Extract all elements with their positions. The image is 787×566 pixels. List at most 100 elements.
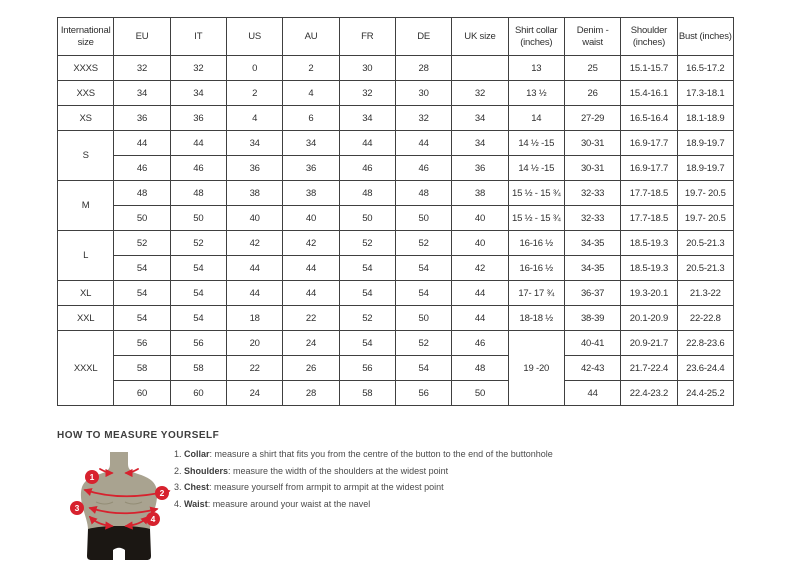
table-cell: 46 — [451, 330, 509, 356]
table-cell: 52 — [113, 230, 171, 256]
table-cell: 4 — [225, 105, 284, 131]
torso-shape — [80, 452, 158, 535]
table-cell: 2 — [282, 55, 340, 81]
chest-arrow — [88, 506, 159, 515]
table-cell: 24.4-25.2 — [676, 380, 735, 406]
table-cell: 14 — [507, 105, 565, 131]
table-cell: 14 ½ -15 — [507, 155, 565, 181]
measure-step: 4. Waist: measure around your waist at t… — [174, 498, 371, 509]
table-row: XXXL 56 56 20 24 54 52 46 19 -20 40-41 20.9-21.7 22… — [56, 330, 735, 406]
table-cell: 36 — [282, 155, 340, 181]
table-cell: 16.5-16.4 — [620, 105, 678, 131]
table-cell: S — [56, 130, 115, 181]
mannequin-illustration: 1 2 3 4 — [70, 452, 171, 560]
table-cell: 48 — [113, 180, 171, 206]
table-cell: 50 — [113, 205, 171, 231]
table-cell: 20.5-21.3 — [676, 230, 735, 256]
table-cell: 54 — [169, 280, 227, 306]
table-cell: 16-16 ½ — [507, 255, 565, 281]
table-row: 50 50 40 40 50 50 40 15 ½ - 15 ¾ 32-33 17.7-18.5 1… — [58, 205, 735, 231]
table-cell: 50 — [451, 380, 509, 406]
table-cell: 48 — [169, 180, 227, 206]
table-row: XL 54 54 44 44 54 54 44 17- 17 ¾ 36-37 19.3-20.1 21… — [56, 280, 735, 306]
table-cell: 26 — [563, 80, 622, 106]
table-cell: 56 — [169, 330, 227, 356]
table-cell: 52 — [394, 230, 453, 256]
table-cell: 46 — [169, 155, 227, 181]
svg-text:4: 4 — [151, 514, 156, 524]
table-cell: 44 — [563, 380, 622, 406]
table-cell: 40-41 — [563, 330, 622, 356]
table-row: XS 36 36 4 6 34 32 34 14 27-29 16.5-16.4 18.1-18.9 — [56, 105, 735, 131]
table-cell: 34 — [338, 105, 396, 131]
table-cell: 54 — [338, 280, 396, 306]
waist-arrow — [88, 515, 114, 530]
measure-badge-collar: 1 — [85, 470, 99, 484]
table-cell: 60 — [113, 380, 171, 406]
table-row: M 48 48 38 38 48 48 38 15 ½ - 15 ¾ 32-33 17.7-18.5… — [56, 180, 735, 231]
header-cell: Denim - waist — [563, 17, 622, 56]
table-cell: 18 — [225, 305, 284, 331]
table-cell: 2 — [225, 80, 284, 106]
table-cell: 54 — [394, 355, 453, 381]
table-cell: 52 — [338, 230, 396, 256]
table-cell: 56 — [394, 380, 453, 406]
table-cell: 18.1-18.9 — [676, 105, 735, 131]
table-cell: 24 — [225, 380, 284, 406]
table-cell: 38 — [225, 180, 284, 206]
table-cell: 19.7- 20.5 — [676, 180, 735, 206]
table-row: XXL 54 54 18 22 52 50 44 18-18 ½ 38-39 20.1-20.9 22… — [56, 305, 735, 331]
table-cell: 18.5-19.3 — [620, 230, 678, 256]
table-cell: 16.5-17.2 — [676, 55, 735, 81]
table-cell: 46 — [113, 155, 171, 181]
measure-badge-chest: 3 — [70, 501, 84, 515]
table-cell: 40 — [282, 205, 340, 231]
table-row: 46 46 36 36 46 46 36 14 ½ -15 30-31 16.9-17.7 18.9… — [58, 155, 735, 181]
measure-step: 1. Collar: measure a shirt that fits you… — [174, 449, 553, 459]
size-chart-body: XXXS 32 32 0 2 30 28 13 25 15.1-15.7 16.5-17.2 XXS 3… — [56, 55, 735, 406]
table-cell: 42 — [451, 255, 509, 281]
table-cell: 44 — [451, 305, 509, 331]
header-cell: UK size — [451, 17, 509, 56]
table-cell: 54 — [113, 280, 171, 306]
measure-section-title: HOW TO MEASURE YOURSELF — [57, 430, 220, 441]
header-cell: Shoulder (inches) — [620, 17, 678, 56]
table-row: L 52 52 42 42 52 52 40 16-16 ½ 34-35 18.5-19.3 20.5… — [56, 230, 735, 281]
table-cell: 26 — [282, 355, 340, 381]
table-cell: 16-16 ½ — [507, 230, 565, 256]
table-cell: 58 — [169, 355, 227, 381]
table-cell — [451, 55, 509, 81]
table-cell: 22 — [225, 355, 284, 381]
table-cell: 17.7-18.5 — [620, 180, 678, 206]
table-cell: 42 — [282, 230, 340, 256]
chest-contour — [95, 501, 143, 505]
table-cell: 22.8-23.6 — [676, 330, 735, 356]
table-cell: 42 — [225, 230, 284, 256]
table-cell: 32 — [169, 55, 227, 81]
table-cell: 34 — [169, 80, 227, 106]
table-cell: 34 — [225, 130, 284, 156]
table-cell: 18.9-19.7 — [676, 155, 735, 181]
table-cell: 22.4-23.2 — [620, 380, 678, 406]
table-cell: 44 — [451, 280, 509, 306]
table-cell: 28 — [282, 380, 340, 406]
table-cell: 13 — [507, 55, 565, 81]
table-cell: 32 — [451, 80, 509, 106]
header-cell: Bust (inches) — [676, 17, 735, 56]
table-cell: 44 — [282, 255, 340, 281]
table-cell: 56 — [338, 355, 396, 381]
table-cell: 15.4-16.1 — [620, 80, 678, 106]
header-cell: International size — [56, 17, 115, 56]
table-cell: 36 — [113, 105, 171, 131]
header-cell: US — [225, 17, 284, 56]
table-cell: 32-33 — [563, 205, 622, 231]
svg-text:2: 2 — [160, 488, 165, 498]
header-cell: FR — [338, 17, 396, 56]
table-cell: 44 — [113, 130, 171, 156]
table-cell: XXXS — [56, 55, 115, 81]
table-cell: 18.9-19.7 — [676, 130, 735, 156]
header-cell: IT — [169, 17, 227, 56]
table-cell: 48 — [451, 355, 509, 381]
table-cell: 17.7-18.5 — [620, 205, 678, 231]
shorts-shape — [87, 526, 151, 560]
